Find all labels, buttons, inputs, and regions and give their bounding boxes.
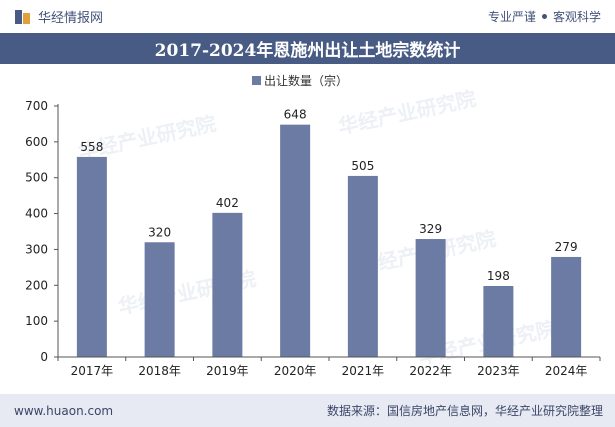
bar (347, 175, 378, 357)
y-tick-label: 500 (25, 171, 48, 185)
footer-source: 数据来源：国信房地产信息网，华经产业研究院整理 (326, 404, 603, 418)
y-tick-label: 100 (25, 314, 48, 328)
data-label: 279 (555, 240, 578, 254)
data-label: 198 (487, 269, 510, 283)
x-tick-label: 2018年 (138, 364, 181, 378)
huajing-logo-icon (14, 8, 32, 26)
x-axis: 2017年 2018年 2019年 2020年 2021年 2022年 2023年 2024年 (57, 356, 601, 378)
watermark-text: 华经产业研究院 (76, 111, 218, 164)
data-label: 320 (148, 225, 171, 239)
chart-title: 2017-2024年恩施州出让土地宗数统计 (0, 33, 615, 64)
bullet-dot-icon (541, 14, 547, 19)
data-labels: 558 320 402 648 505 329 198 279 (80, 108, 577, 283)
tagline-right: 客观科学 (552, 10, 601, 24)
footer: www.huaon.com 数据来源：国信房地产信息网，华经产业研究院整理 (0, 394, 615, 427)
x-tick-label: 2024年 (545, 364, 588, 378)
data-label: 505 (351, 159, 374, 173)
y-tick-label: 400 (25, 207, 48, 221)
y-tick-label: 600 (25, 135, 48, 149)
y-tick-label: 200 (25, 278, 48, 292)
watermark-text: 华经产业研究院 (336, 86, 478, 139)
bar (415, 239, 446, 357)
x-tick-label: 2019年 (206, 364, 249, 378)
bars (76, 124, 582, 357)
bar (483, 286, 514, 357)
data-label: 558 (80, 140, 103, 154)
bar (551, 256, 582, 357)
bar (144, 242, 175, 357)
bar (280, 124, 311, 357)
x-tick-label: 2023年 (477, 364, 520, 378)
bar (212, 212, 243, 357)
x-tick-label: 2020年 (274, 364, 317, 378)
x-tick-label: 2017年 (71, 364, 114, 378)
tagline-left: 专业严谨 (487, 10, 536, 24)
y-tick-label: 700 (25, 99, 48, 113)
brand[interactable]: 华经情报网 (14, 7, 103, 26)
brand-name: 华经情报网 (38, 11, 104, 26)
top-bar: 华经情报网 专业严谨 客观科学 (0, 0, 615, 33)
tagline: 专业严谨 客观科学 (488, 8, 601, 25)
data-label: 329 (419, 222, 442, 236)
legend: 出让数量（宗） (252, 73, 348, 88)
legend-swatch (252, 76, 261, 85)
bar-chart: 华经产业研究院华经产业研究院华经产业研究院华经产业研究院华经产业研究院 出让数量… (25, 73, 601, 378)
data-label: 648 (284, 108, 307, 122)
data-label: 402 (216, 196, 239, 210)
legend-label: 出让数量（宗） (264, 73, 348, 88)
x-tick-label: 2021年 (342, 364, 385, 378)
y-tick-label: 300 (25, 242, 48, 256)
bar (76, 156, 107, 357)
y-axis: 0 100 200 300 400 500 600 700 (25, 99, 59, 364)
y-tick-label: 0 (40, 350, 48, 364)
footer-website[interactable]: www.huaon.com (14, 403, 114, 418)
x-tick-label: 2022年 (409, 364, 452, 378)
